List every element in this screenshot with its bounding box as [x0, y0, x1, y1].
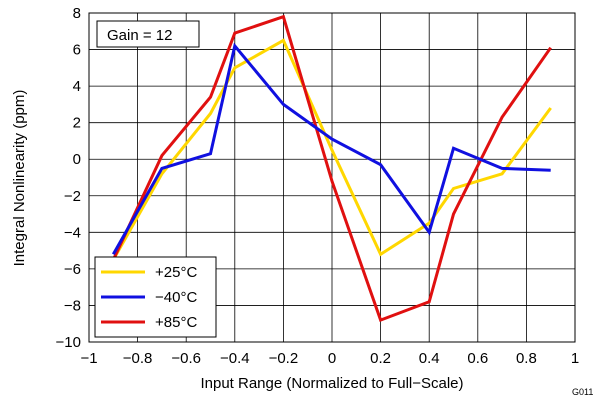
y-tick-label: −4	[64, 224, 81, 241]
legend: +25°C −40°C +85°C	[94, 256, 217, 338]
plot-frame	[88, 12, 576, 343]
y-tick-label: −2	[64, 188, 81, 205]
y-tick-label: −8	[64, 297, 81, 314]
series-lines	[111, 14, 552, 323]
x-tick-label: 1	[571, 350, 579, 367]
x-tick-label: −0.2	[269, 350, 299, 367]
x-tick-label: 0.4	[419, 350, 440, 367]
y-tick-label: 6	[73, 42, 81, 59]
series-line	[111, 42, 551, 256]
annotation-box: Gain = 12	[96, 20, 200, 48]
x-tick-label: −1	[80, 350, 97, 367]
legend-label: +25°C	[155, 264, 197, 281]
x-tick-label: 0.8	[516, 350, 537, 367]
y-axis-title: Integral Nonlinearity (ppm)	[11, 90, 28, 267]
x-tick-label: −0.4	[220, 350, 250, 367]
y-tick-label: −6	[64, 261, 81, 278]
legend-label: +85°C	[155, 314, 197, 331]
y-tick-label: 2	[73, 115, 81, 132]
series-line	[111, 14, 552, 323]
x-axis-title: Input Range (Normalized to Full−Scale)	[200, 375, 463, 392]
tick-labels: −1 −0.8 −0.6 −0.4 −0.2 0 0.2 0.4 0.6 0.8 1 −10 −8 −6 −…	[56, 5, 580, 367]
x-tick-label: −0.8	[123, 350, 153, 367]
gain-annotation: Gain = 12	[107, 27, 172, 44]
y-tick-label: 0	[73, 151, 81, 168]
y-tick-label: 8	[73, 5, 81, 22]
y-tick-label: 4	[73, 78, 81, 95]
x-tick-label: 0.6	[467, 350, 488, 367]
x-tick-label: 0.2	[370, 350, 391, 367]
legend-label: −40°C	[155, 289, 197, 306]
figure-id: G011	[572, 387, 593, 396]
x-tick-label: −0.6	[171, 350, 201, 367]
y-tick-label: −10	[56, 334, 81, 351]
x-tick-label: 0	[328, 350, 336, 367]
